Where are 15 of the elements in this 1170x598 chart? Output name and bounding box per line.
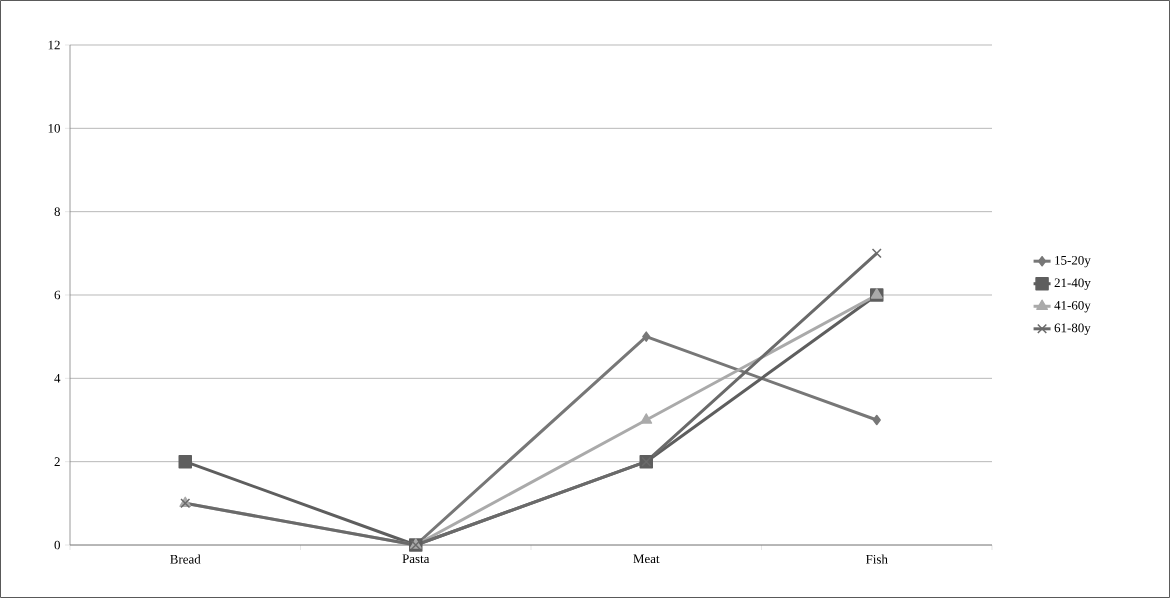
y-tick-label: 4 xyxy=(54,374,61,383)
y-tick-label: 0 xyxy=(54,540,60,550)
legend-label: 41-60y xyxy=(1054,300,1091,313)
x-tick-label: Pasta xyxy=(402,554,430,564)
x-tick-label: Meat xyxy=(633,554,660,564)
x-tick-label: Fish xyxy=(865,554,888,564)
y-tick-label: 10 xyxy=(48,123,60,133)
y-tick-label: 2 xyxy=(54,457,60,466)
y-tick-label: 12 xyxy=(48,40,60,50)
legend-label: 21-40y xyxy=(1054,278,1091,290)
x-tick-label: Bread xyxy=(170,554,201,564)
y-tick-label: 6 xyxy=(54,290,61,300)
y-tick-label: 8 xyxy=(54,207,60,217)
legend-label: 15-20y xyxy=(1055,255,1091,268)
legend-label: 61-80y xyxy=(1054,323,1091,335)
